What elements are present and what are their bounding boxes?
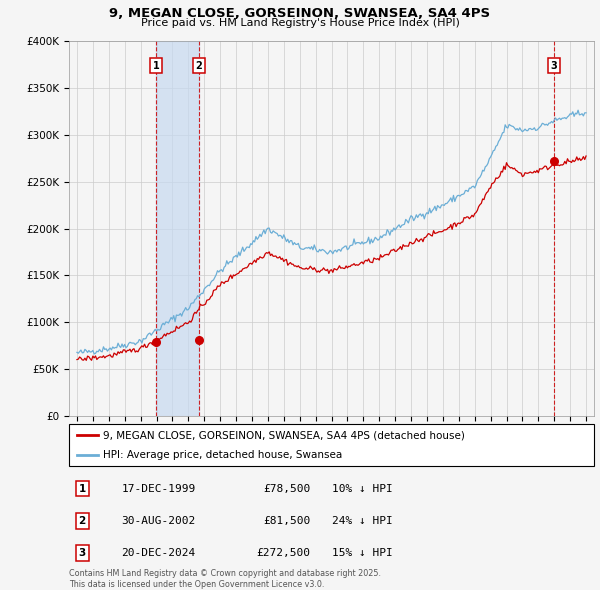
Text: 30-AUG-2002: 30-AUG-2002 <box>121 516 196 526</box>
Text: 1: 1 <box>152 61 159 71</box>
Text: HPI: Average price, detached house, Swansea: HPI: Average price, detached house, Swan… <box>103 450 343 460</box>
Text: 20-DEC-2024: 20-DEC-2024 <box>121 548 196 558</box>
Text: 15% ↓ HPI: 15% ↓ HPI <box>331 548 392 558</box>
Text: 1: 1 <box>79 484 86 493</box>
Bar <box>156 41 199 416</box>
Text: 3: 3 <box>79 548 86 558</box>
Text: £272,500: £272,500 <box>257 548 311 558</box>
FancyBboxPatch shape <box>69 424 594 466</box>
Text: 9, MEGAN CLOSE, GORSEINON, SWANSEA, SA4 4PS: 9, MEGAN CLOSE, GORSEINON, SWANSEA, SA4 … <box>109 7 491 20</box>
Text: 2: 2 <box>196 61 202 71</box>
Text: 10% ↓ HPI: 10% ↓ HPI <box>331 484 392 493</box>
Text: 24% ↓ HPI: 24% ↓ HPI <box>331 516 392 526</box>
Text: £81,500: £81,500 <box>263 516 311 526</box>
Text: 9, MEGAN CLOSE, GORSEINON, SWANSEA, SA4 4PS (detached house): 9, MEGAN CLOSE, GORSEINON, SWANSEA, SA4 … <box>103 430 465 440</box>
Text: Contains HM Land Registry data © Crown copyright and database right 2025.
This d: Contains HM Land Registry data © Crown c… <box>69 569 381 589</box>
Text: £78,500: £78,500 <box>263 484 311 493</box>
Text: Price paid vs. HM Land Registry's House Price Index (HPI): Price paid vs. HM Land Registry's House … <box>140 18 460 28</box>
Text: 3: 3 <box>550 61 557 71</box>
Text: 2: 2 <box>79 516 86 526</box>
Text: 17-DEC-1999: 17-DEC-1999 <box>121 484 196 493</box>
